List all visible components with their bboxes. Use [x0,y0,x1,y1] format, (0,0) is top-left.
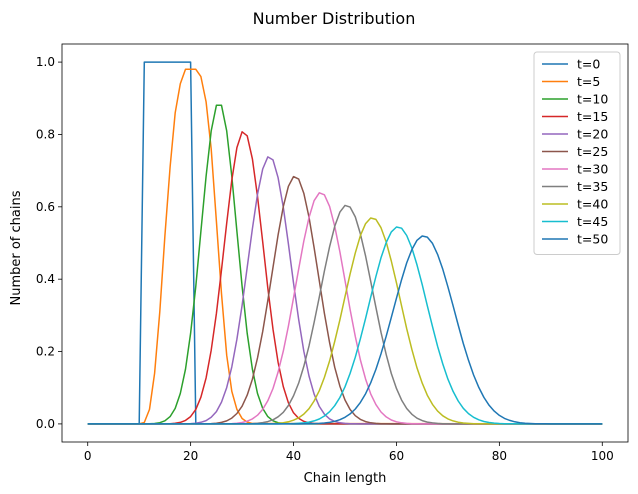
legend-label: t=25 [577,144,608,159]
legend-label: t=40 [577,197,608,212]
legend-label: t=30 [577,162,608,177]
legend-label: t=5 [577,74,600,89]
y-tick-label: 0.0 [36,417,55,431]
y-tick-label: 0.8 [36,127,55,141]
legend-label: t=35 [577,179,608,194]
series-lines [87,61,603,425]
y-tick-label: 0.2 [36,345,55,359]
y-tick-label: 1.0 [36,55,55,69]
y-tick-label: 0.6 [36,200,55,214]
legend: t=0 t=5 t=10 t=15 t=20 t=25 t=30 t=35 t=40 t=45 t=… [533,51,621,255]
legend-label: t=15 [577,109,608,124]
x-tick-label: 0 [84,449,92,463]
x-tick-label: 100 [591,449,614,463]
legend-label: t=10 [577,92,608,107]
x-tick-label: 20 [183,449,198,463]
x-axis-ticks: 0 20 40 60 80 100 [84,442,614,463]
legend-label: t=50 [577,232,608,247]
chart-title: Number Distribution [253,9,416,28]
x-axis-label: Chain length [304,471,387,486]
legend-label: t=0 [577,57,600,72]
y-axis-ticks: 0.0 0.2 0.4 0.6 0.8 1.0 [36,55,62,431]
series-line-t-50 [87,235,603,425]
x-tick-label: 80 [492,449,507,463]
x-tick-label: 60 [389,449,404,463]
y-tick-label: 0.4 [36,272,55,286]
series-line-t-5 [87,68,603,425]
x-tick-label: 40 [286,449,301,463]
y-axis-label: Number of chains [9,190,24,305]
axes-border [61,43,629,443]
axes-frame [61,43,629,443]
legend-label: t=20 [577,127,608,142]
legend-label: t=45 [577,214,608,229]
